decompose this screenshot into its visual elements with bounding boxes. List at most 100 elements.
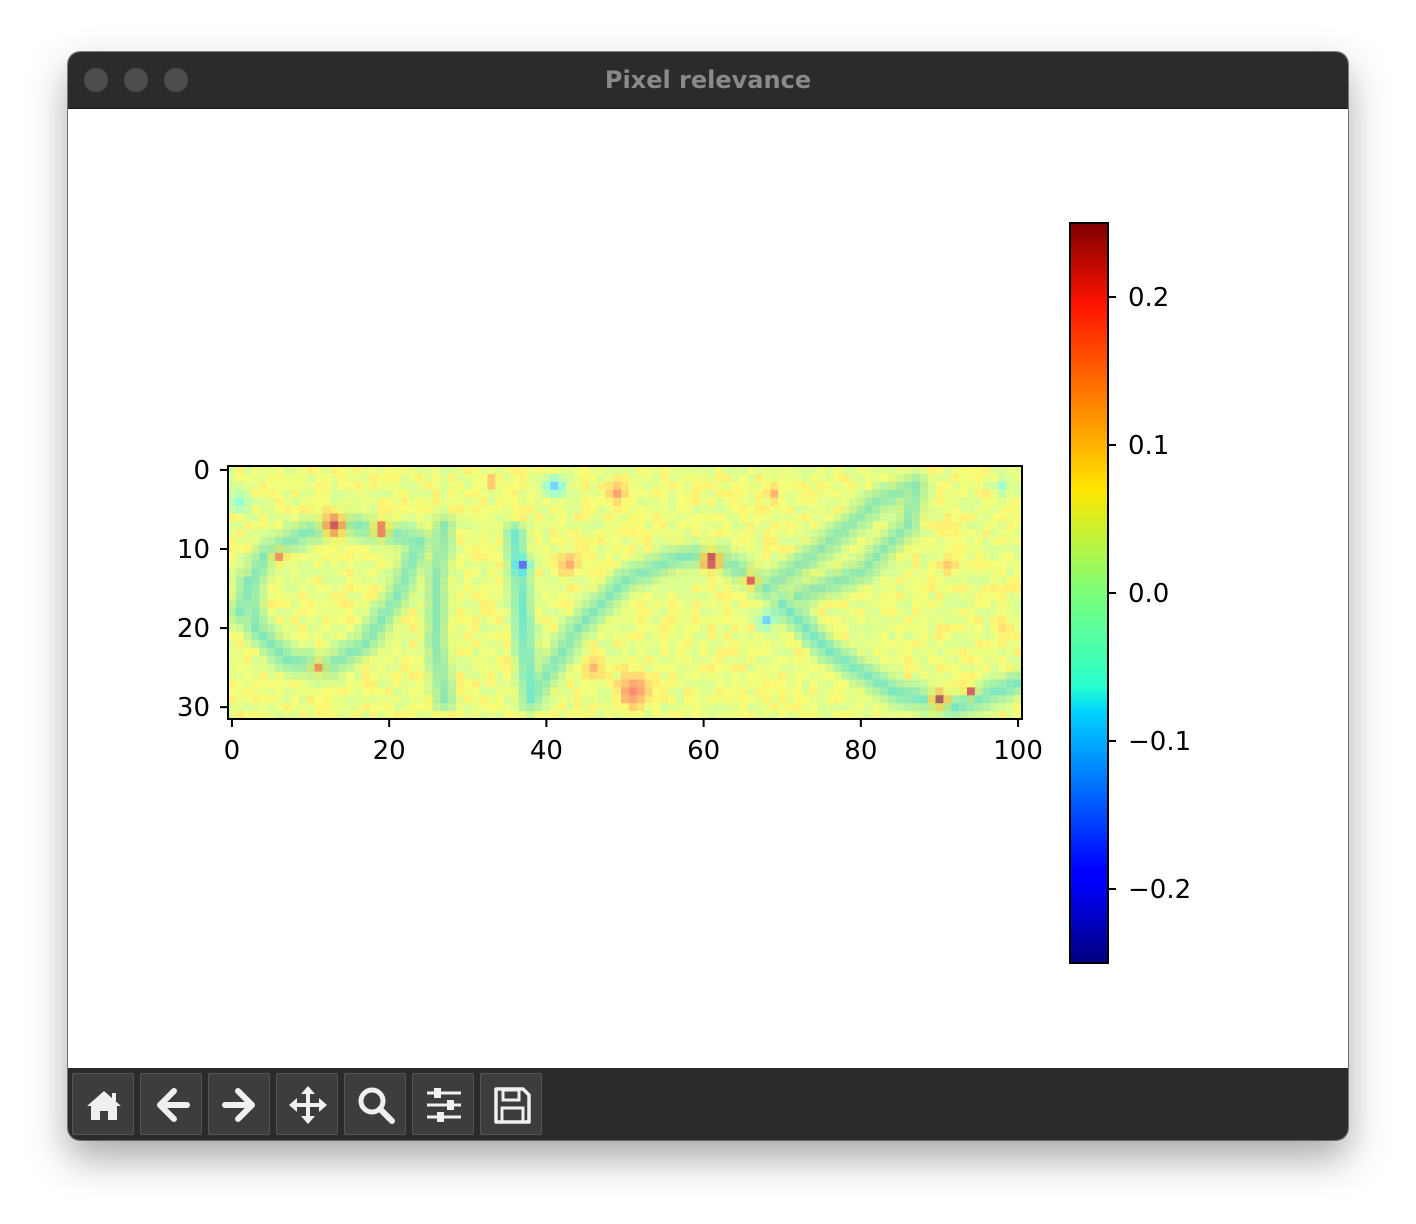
heatmap-cell xyxy=(298,671,308,681)
heatmap-cell xyxy=(432,489,441,499)
heatmap-cell xyxy=(880,695,889,704)
heatmap-cell xyxy=(589,505,599,515)
heatmap-cell xyxy=(251,473,261,483)
heatmap-cell xyxy=(731,655,740,665)
heatmap-cell xyxy=(786,513,795,522)
heatmap-cell xyxy=(896,655,905,665)
heatmap-cell xyxy=(526,560,536,570)
heatmap-cell xyxy=(573,639,583,649)
heatmap-cell xyxy=(754,624,764,633)
heatmap-cell xyxy=(597,473,606,483)
heatmap-cell xyxy=(416,481,426,491)
heatmap-cell xyxy=(322,529,331,538)
heatmap-cell xyxy=(652,592,661,602)
heatmap-cell xyxy=(880,529,889,538)
heatmap-cell xyxy=(487,537,496,546)
heatmap-cell xyxy=(849,466,858,475)
heatmap-cell xyxy=(668,521,677,530)
heatmap-cell xyxy=(770,505,779,515)
zoom-button[interactable] xyxy=(344,1073,406,1135)
heatmap-cell xyxy=(699,545,709,554)
close-window-button[interactable] xyxy=(84,68,108,92)
heatmap-cell xyxy=(511,560,520,570)
heatmap-cell xyxy=(888,695,897,704)
save-button[interactable] xyxy=(480,1073,542,1135)
heatmap-cell xyxy=(361,663,371,673)
heatmap-cell xyxy=(786,537,795,546)
home-button[interactable] xyxy=(72,1073,134,1135)
heatmap-cell xyxy=(613,529,622,538)
move-icon xyxy=(289,1086,327,1124)
heatmap-cell xyxy=(754,513,764,522)
heatmap-cell xyxy=(856,711,866,719)
heatmap-cell xyxy=(762,703,772,712)
heatmap-cell xyxy=(408,537,418,546)
heatmap-cell xyxy=(408,466,418,475)
heatmap-cell xyxy=(825,655,834,665)
heatmap-cell xyxy=(951,608,960,617)
heatmap-cell xyxy=(1006,576,1015,586)
zoom-window-button[interactable] xyxy=(164,68,188,92)
minimize-window-button[interactable] xyxy=(124,68,148,92)
heatmap-cell xyxy=(416,576,426,586)
heatmap-cell xyxy=(974,576,984,586)
heatmap-cell xyxy=(762,505,772,515)
heatmap-cell xyxy=(440,552,449,562)
heatmap-cell xyxy=(393,576,402,586)
heatmap-cell xyxy=(369,513,378,522)
heatmap-cell xyxy=(259,505,268,515)
heatmap-cell xyxy=(982,513,992,522)
heatmap-cell xyxy=(566,537,575,546)
heatmap-cell xyxy=(487,671,496,681)
figure-canvas[interactable]: 0 20 40 60 80 100 0 10 20 30 0.2 0.1 0.0 −0.1 −0.2 xyxy=(68,109,1348,1068)
heatmap-cell xyxy=(904,711,913,719)
heatmap-cell xyxy=(628,608,638,617)
heatmap-cell xyxy=(786,560,795,570)
heatmap-cell xyxy=(872,592,882,602)
heatmap-cell xyxy=(833,639,842,649)
heatmap-cell xyxy=(621,592,630,602)
heatmap-cell xyxy=(267,489,276,499)
back-button[interactable] xyxy=(140,1073,202,1135)
heatmap-cell xyxy=(880,560,889,570)
heatmap-cell xyxy=(338,529,347,538)
heatmap-cell xyxy=(283,537,292,546)
heatmap-cell xyxy=(275,521,284,530)
heatmap-cell xyxy=(558,624,567,633)
heatmap-cell xyxy=(715,663,724,673)
heatmap-cell xyxy=(290,655,300,665)
heatmap-cell xyxy=(298,592,308,602)
forward-button[interactable] xyxy=(208,1073,270,1135)
heatmap-cell xyxy=(353,632,363,641)
heatmap-cell xyxy=(778,616,787,625)
heatmap-cell xyxy=(864,616,874,625)
heatmap-cell xyxy=(228,568,237,578)
heatmap-cell xyxy=(558,568,567,578)
heatmap-cell xyxy=(825,703,834,712)
heatmap-cell xyxy=(959,497,968,507)
heatmap-cell xyxy=(526,663,536,673)
heatmap-cell xyxy=(731,711,740,719)
configure-subplots-button[interactable] xyxy=(412,1073,474,1135)
heatmap-cell xyxy=(896,489,905,499)
heatmap-cell xyxy=(495,687,504,696)
heatmap-cell xyxy=(770,473,779,483)
heatmap-cell xyxy=(353,655,363,665)
heatmap-cell xyxy=(888,473,897,483)
heatmap-cell xyxy=(463,616,473,625)
heatmap-cell xyxy=(982,647,992,657)
heatmap-cell xyxy=(738,576,748,586)
heatmap-cell xyxy=(935,521,944,530)
pan-button[interactable] xyxy=(276,1073,338,1135)
heatmap-cell xyxy=(872,703,882,712)
heatmap-cell xyxy=(518,711,528,719)
heatmap-cell xyxy=(974,639,984,649)
heatmap-cell xyxy=(322,497,331,507)
heatmap-cell xyxy=(471,608,481,617)
heatmap-cell xyxy=(495,481,504,491)
heatmap-cell xyxy=(393,671,402,681)
heatmap-cell xyxy=(306,616,316,625)
heatmap-cell xyxy=(573,529,583,538)
heatmap-cell xyxy=(330,687,339,696)
heatmap-cell xyxy=(353,624,363,633)
